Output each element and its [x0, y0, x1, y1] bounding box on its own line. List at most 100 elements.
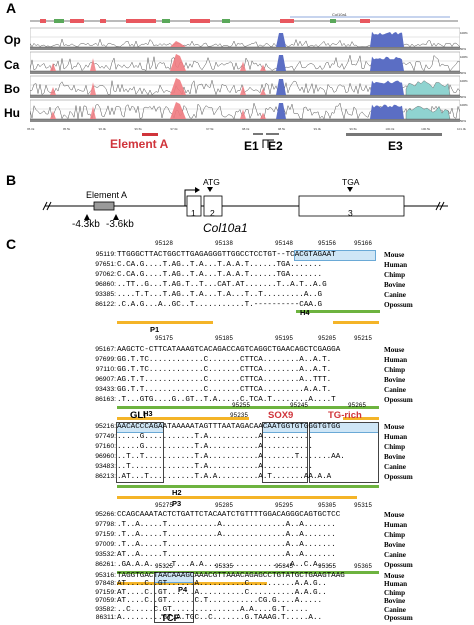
motif-tcf-label: TCF	[161, 613, 180, 624]
pct-bottom-hu: 50%	[460, 119, 467, 123]
species-name: Mouse	[384, 251, 405, 259]
coord: 95166	[354, 240, 373, 247]
coord: 95156	[318, 240, 337, 247]
bar-p2b	[343, 417, 379, 420]
bar-p1	[117, 321, 213, 324]
gene-diagram	[42, 187, 448, 220]
annotation-header	[30, 16, 458, 23]
coord: 95255	[232, 402, 251, 409]
seq-row: ..T..............T.A...........A........…	[117, 463, 313, 471]
conservation-track	[30, 75, 460, 98]
axis-tick-label: 96.0k	[98, 127, 106, 131]
seq-number: 97749:	[95, 433, 116, 440]
coord: 95315	[354, 502, 373, 509]
tga-label: TGA	[342, 177, 360, 187]
coord: 95355	[318, 563, 337, 570]
seq-number: 93582:	[95, 605, 116, 613]
species-name: Canine	[384, 291, 406, 299]
coord: 95365	[354, 563, 373, 570]
coord: 95195	[275, 335, 294, 342]
pct-top-ca: 100%	[460, 55, 468, 59]
seq-number: 95266:	[95, 511, 116, 518]
exon-bracket	[262, 139, 274, 148]
seq-row: TTGGGCTTACTGGCTTGAGAGGGTTGGCCTCCTGT--TCA…	[117, 251, 336, 259]
bar-h3	[117, 406, 379, 409]
species-name: Chimp	[384, 271, 406, 279]
species-name: Bovine	[384, 376, 406, 384]
panel-c-label: C	[6, 236, 17, 252]
bar-label-p1: P1	[150, 325, 160, 334]
species-label-op: Op	[4, 33, 21, 47]
seq-number: 97009:	[95, 541, 116, 548]
axis-tick-label: 95.0k	[27, 127, 35, 131]
seq-row: .T..A.....T...........A..............A..…	[117, 521, 336, 529]
bar-h4	[296, 310, 380, 313]
pct-bottom-ca: 50%	[460, 71, 467, 75]
box-sox9	[262, 422, 308, 483]
seq-number: 86163:	[95, 396, 116, 403]
seq-row: AT....C..GT......A..........C..........A…	[117, 580, 327, 589]
seq-number: 95167:	[95, 346, 116, 353]
coord: 95305	[318, 502, 337, 509]
bar-p4	[117, 582, 267, 585]
seq-number: 97160:	[95, 443, 116, 450]
coord: 95275	[155, 502, 174, 509]
seq-row: AACACCCAGAATAAAAATAGTTTAATAGACAACAATGGTG…	[117, 423, 341, 431]
coord: 95205	[318, 335, 337, 342]
coord: 95215	[354, 335, 373, 342]
exon-e1-label: E1	[244, 139, 259, 153]
box-gli	[116, 422, 164, 483]
species-name: Mouse	[384, 572, 405, 580]
pos-3-6kb: -3.6kb	[106, 219, 134, 230]
axis-tick-label: 99.5k	[349, 127, 357, 131]
conservation-track	[30, 27, 460, 50]
coord: 95335	[215, 563, 234, 570]
exon-e2-label: E2	[268, 139, 283, 153]
seq-row: AT....C..GT......C.T...........CG.G....A…	[117, 597, 323, 606]
box-tg-rich	[309, 422, 379, 483]
coord: 95148	[275, 240, 294, 247]
motif-sox9-label: SOX9	[268, 410, 294, 421]
seq-number: 97159:	[95, 531, 116, 538]
panel-a-label: A	[6, 0, 17, 16]
seq-number: 97848:	[95, 580, 116, 588]
species-name: Human	[384, 580, 408, 589]
seq-row: C.CA.G....T.AG..T.A...T.A.A.T......TGA..…	[117, 261, 323, 269]
bar-label-h3: H3	[143, 409, 153, 418]
axis-tick-label: 96.5k	[134, 127, 142, 131]
box-tcf	[154, 572, 194, 623]
element-a-label-b: Element A	[86, 190, 128, 200]
conservation-track	[30, 99, 460, 122]
seq-number: 97798:	[95, 521, 116, 528]
seq-number: 86213:	[95, 473, 116, 480]
seq-row: .GA.A.A.....T...A.A...................A.…	[117, 561, 336, 569]
species-name: Bovine	[384, 597, 406, 606]
conservation-track	[30, 51, 460, 74]
species-name: Mouse	[384, 423, 405, 431]
seq-number: 97699:	[95, 356, 116, 363]
seq-number: 93532:	[95, 551, 116, 558]
species-name: Bovine	[384, 541, 406, 549]
coord: 95245	[290, 402, 309, 409]
seq-row: .T..A.....T..........................A..…	[117, 541, 336, 549]
seq-row: ..TT..G...T.AG.T..T...CAT.AT.......T..A.…	[117, 281, 327, 289]
seq-number: 96960:	[95, 453, 116, 460]
species-name: Opossum	[384, 301, 413, 309]
coord: 95175	[155, 335, 174, 342]
seq-row: .T...GTG....G..GT..T.A.....C.TCA.T......…	[117, 396, 336, 404]
species-label-hu: Hu	[4, 106, 20, 120]
exon-e3-label: E3	[388, 139, 403, 153]
species-name: Chimp	[384, 531, 406, 539]
species-name: Human	[384, 356, 408, 364]
seq-number: 97159:	[95, 588, 116, 596]
seq-row: .AT...T..........T.A.A.........A.T......…	[117, 473, 332, 481]
axis-tick-label: 97.5k	[206, 127, 214, 131]
axis-tick-label: 100.0k	[385, 127, 395, 131]
seq-number: 97110:	[95, 366, 116, 373]
coord: 95138	[215, 240, 234, 247]
seq-row: AG.T.T.............C.......CTTCA........…	[117, 376, 332, 384]
species-name: Bovine	[384, 453, 406, 461]
seq-row: .C.A.G...A..GC..T...........T.----------…	[117, 301, 323, 309]
bar-p2	[117, 417, 249, 420]
axis-tick-label: 98.5k	[277, 127, 286, 131]
